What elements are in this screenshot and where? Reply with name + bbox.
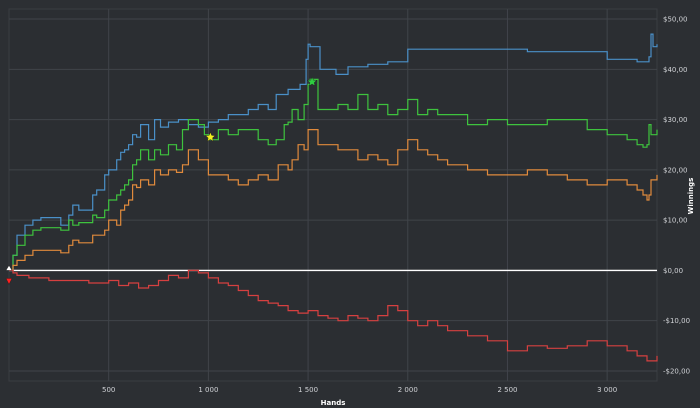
x-tick-label-0: 500	[102, 386, 115, 394]
x-tick-label-2: 1 500	[298, 386, 318, 394]
marker-triangle-down-0	[5, 278, 13, 285]
y-tick-label-0: $50,00	[663, 16, 688, 24]
plot-area	[8, 8, 658, 382]
x-tick-label-5: 3 000	[597, 386, 617, 394]
marker-layer	[5, 76, 318, 285]
marker-triangle-up-1	[5, 265, 13, 271]
y-tick-labels: $50,00 $40,00 $30,00 $20,00 $10,00 $0,00 -$10,…	[663, 16, 690, 376]
y-tick-label-1: $40,00	[663, 66, 688, 74]
series-layer	[9, 33, 658, 362]
series-line-2	[9, 129, 658, 271]
y-axis-title: Winnings	[687, 178, 695, 215]
y-tick-label-2: $30,00	[663, 116, 688, 124]
x-tick-label-4: 2 500	[497, 386, 517, 394]
y-tick-label-5: $0,00	[663, 267, 683, 275]
y-tick-label-6: -$10,00	[663, 317, 690, 325]
x-axis-title: Hands	[321, 399, 346, 407]
series-line-0	[9, 33, 658, 271]
x-tick-label-3: 2 000	[398, 386, 418, 394]
y-tick-label-3: $20,00	[663, 166, 688, 174]
y-tick-label-4: $10,00	[663, 217, 688, 225]
marker-star-2	[205, 131, 216, 142]
grid-lines	[9, 9, 657, 381]
y-tick-label-7: -$20,00	[663, 367, 690, 375]
series-line-3	[9, 269, 658, 362]
x-tick-label-1: 1 000	[198, 386, 218, 394]
x-tick-labels: 500 1 000 1 500 2 000 2 500 3 000	[102, 386, 617, 394]
series-line-1	[9, 78, 658, 271]
marker-star-3	[306, 76, 318, 87]
